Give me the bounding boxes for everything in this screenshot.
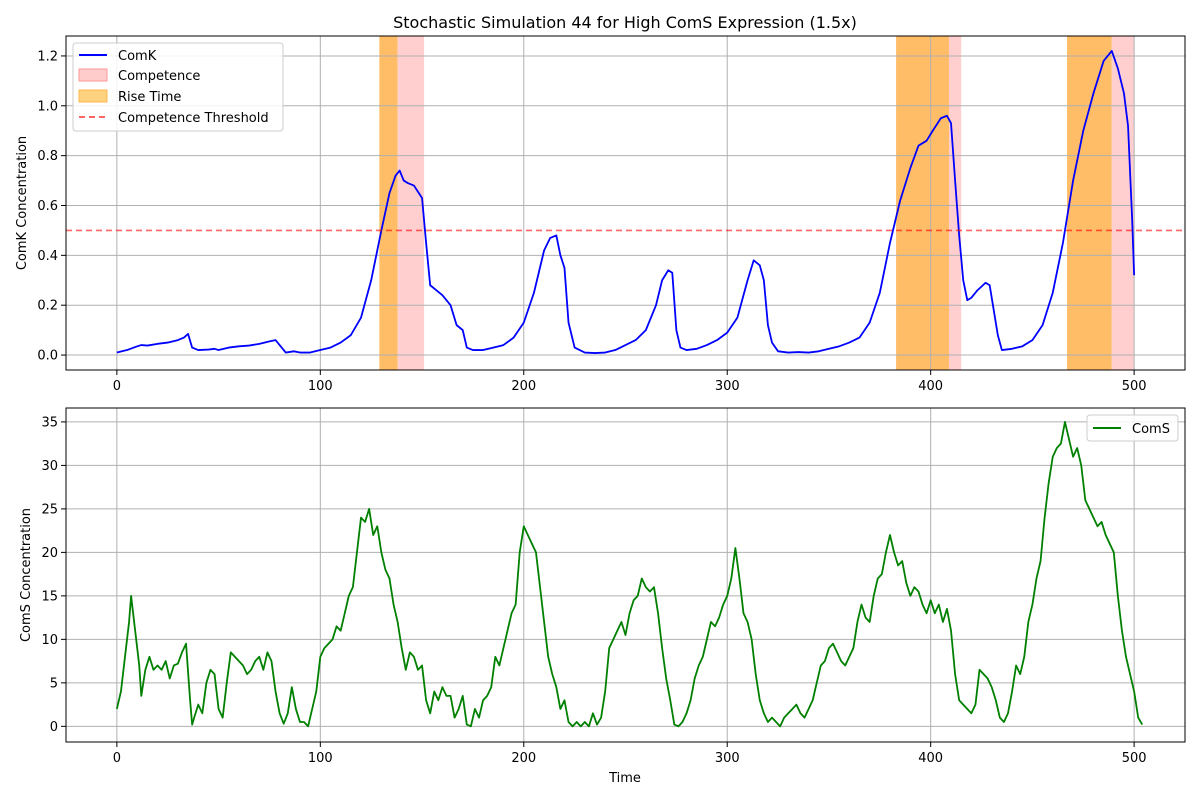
competence-span	[948, 36, 962, 370]
competence-span	[1111, 36, 1135, 370]
y-tick-label: 0.6	[37, 199, 58, 214]
legend-label-competence: Competence	[118, 69, 200, 84]
x-tick-label: 200	[511, 379, 536, 394]
y-tick-label: 0.2	[37, 299, 58, 314]
x-tick-label: 300	[715, 379, 740, 394]
x-tick-label: 300	[715, 751, 740, 766]
plot-frame	[65, 407, 1186, 743]
x-tick-label: 100	[308, 751, 333, 766]
x-tick-label: 0	[113, 751, 121, 766]
rise-time-span	[896, 36, 949, 370]
axis-ticks: 0 100 200 300 400 500 0 5 10 15 20 25 30 35	[41, 415, 1146, 766]
y-tick-label: 20	[41, 546, 58, 561]
legend-swatch-rise-time	[78, 89, 108, 103]
series-line-comk	[116, 50, 1136, 354]
x-tick-label: 500	[1122, 751, 1147, 766]
x-axis-label: Time	[608, 771, 641, 786]
rise-time-span	[379, 36, 398, 370]
x-tick-label: 500	[1122, 379, 1147, 394]
plot-frame	[65, 35, 1186, 371]
y-tick-label: 5	[50, 676, 58, 691]
y-tick-label: 30	[41, 459, 58, 474]
x-tick-label: 400	[918, 751, 943, 766]
x-tick-label: 200	[511, 751, 536, 766]
x-tick-label: 400	[918, 379, 943, 394]
x-tick-label: 0	[113, 379, 121, 394]
y-tick-label: 10	[41, 633, 58, 648]
grid-lines	[66, 408, 1185, 742]
plot-title: Stochastic Simulation 44 for High ComS E…	[393, 13, 857, 32]
legend-label-rise-time: Rise Time	[118, 90, 181, 105]
shaded-regions	[379, 36, 1135, 370]
y-tick-label: 0.0	[37, 349, 58, 364]
y-tick-label: 0.4	[37, 249, 58, 264]
legend-label-comk: ComK	[118, 49, 157, 64]
series-line-coms	[115, 421, 1144, 728]
y-tick-label: 0.8	[37, 149, 58, 164]
x-tick-label: 100	[308, 379, 333, 394]
y-tick-label: 0	[50, 720, 58, 735]
legend-box	[72, 42, 284, 132]
axis-ticks: 0 100 200 300 400 500 0.0 0.2 0.4 0.6 0.8 1.0 1.2	[37, 49, 1146, 394]
legend: ComS	[1086, 414, 1179, 442]
legend-label-threshold: Competence Threshold	[118, 111, 269, 126]
coms-plot: 0 100 200 300 400 500 0 5 10 15 20 25 30 35 ComS Conc…	[19, 407, 1186, 786]
y-axis-label: ComS Concentration	[19, 508, 34, 642]
legend: ComK Competence Rise Time Competence Thr…	[72, 42, 284, 132]
comk-plot: Stochastic Simulation 44 for High ComS E…	[15, 13, 1186, 394]
grid-lines	[66, 36, 1185, 370]
legend-label-coms: ComS	[1132, 422, 1170, 437]
y-tick-label: 35	[41, 415, 58, 430]
series-lines	[66, 50, 1185, 354]
y-tick-label: 1.2	[37, 49, 58, 64]
legend-swatch-competence	[78, 68, 108, 82]
competence-span	[397, 36, 425, 370]
legend-box	[1086, 414, 1179, 442]
series-lines	[115, 421, 1144, 728]
y-tick-label: 15	[41, 589, 58, 604]
rise-time-span	[1066, 36, 1112, 370]
y-tick-label: 25	[41, 502, 58, 517]
y-tick-label: 1.0	[37, 99, 58, 114]
y-axis-label: ComK Concentration	[15, 136, 30, 270]
